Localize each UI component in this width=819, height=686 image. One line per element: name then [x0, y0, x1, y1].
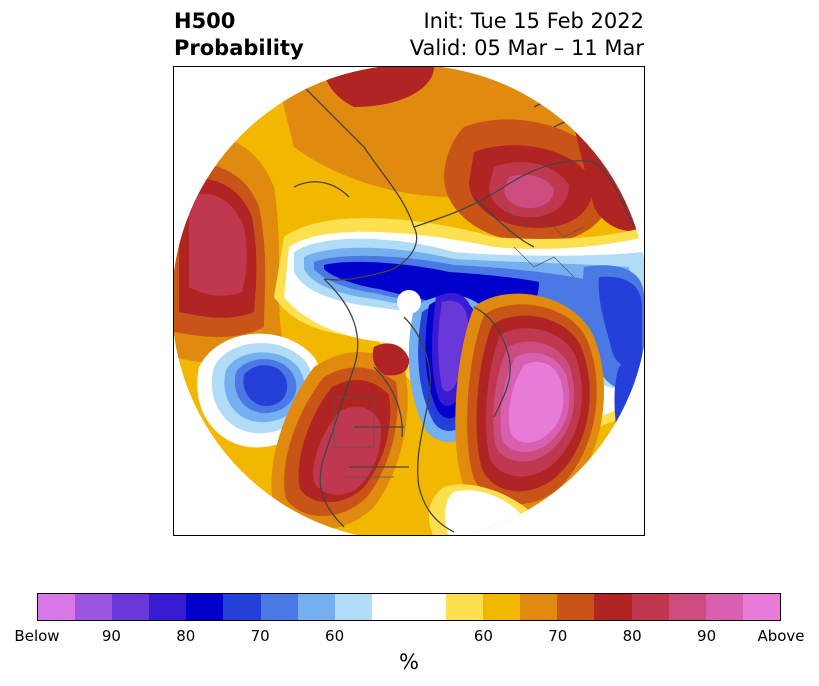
asia-above-80	[324, 67, 434, 107]
map-frame	[173, 66, 645, 536]
colorbar-segment	[520, 594, 558, 620]
colorbar-segment	[149, 594, 187, 620]
central-pacific-below-75	[243, 365, 288, 407]
colorbar-unit: %	[399, 650, 419, 674]
colorbar-tick-label: 90	[697, 627, 717, 645]
colorbar-segment	[371, 594, 409, 620]
pacific-above-85	[189, 193, 247, 296]
europe-above-max	[508, 361, 564, 443]
title-left: H500 Probability	[174, 8, 304, 62]
init-date: Init: Tue 15 Feb 2022	[423, 9, 644, 33]
probability-map	[174, 67, 644, 535]
colorbar-segment	[112, 594, 150, 620]
west-us-above-85	[313, 406, 381, 495]
colorbar-segment	[446, 594, 484, 620]
colorbar	[37, 593, 781, 621]
colorbar-tick-label: 60	[473, 627, 493, 645]
hudson-above-80	[372, 343, 410, 376]
title-right: Init: Tue 15 Feb 2022 Valid: 05 Mar – 11…	[410, 8, 644, 62]
valid-range: Valid: 05 Mar – 11 Mar	[409, 36, 644, 60]
title-variable: H500	[174, 9, 236, 33]
east-edge-below-75	[614, 361, 644, 471]
colorbar-segment	[186, 594, 224, 620]
title-metric: Probability	[174, 36, 304, 60]
colorbar-tick-label: 80	[622, 627, 642, 645]
colorbar-tick-label: 90	[101, 627, 121, 645]
colorbar-tick-label: 60	[325, 627, 345, 645]
colorbar-tick-label: 80	[176, 627, 196, 645]
colorbar-segment	[742, 594, 780, 620]
colorbar-segment	[297, 594, 335, 620]
pole-marker	[397, 290, 421, 314]
colorbar-segment	[260, 594, 298, 620]
russia-above-90	[504, 174, 554, 209]
colorbar-segment	[668, 594, 706, 620]
colorbar-segment	[38, 594, 76, 620]
colorbar-ticks: Below 90 80 70 60 60 70 80 90 Above	[0, 627, 819, 647]
colorbar-tick-label: 70	[250, 627, 270, 645]
borders	[333, 206, 585, 478]
colorbar-tick-label: Below	[14, 627, 60, 645]
colorbar-segment	[631, 594, 669, 620]
colorbar-segment	[705, 594, 743, 620]
colorbar-segment	[408, 594, 447, 620]
colorbar-segment	[334, 594, 372, 620]
colorbar-tick-label: Above	[757, 627, 805, 645]
colorbar-segment	[594, 594, 632, 620]
central-asia-below-75	[598, 276, 642, 369]
colorbar-segment	[483, 594, 521, 620]
colorbar-segment	[223, 594, 261, 620]
colorbar-segment	[557, 594, 595, 620]
colorbar-segment	[75, 594, 113, 620]
colorbar-tick-label: 70	[548, 627, 568, 645]
